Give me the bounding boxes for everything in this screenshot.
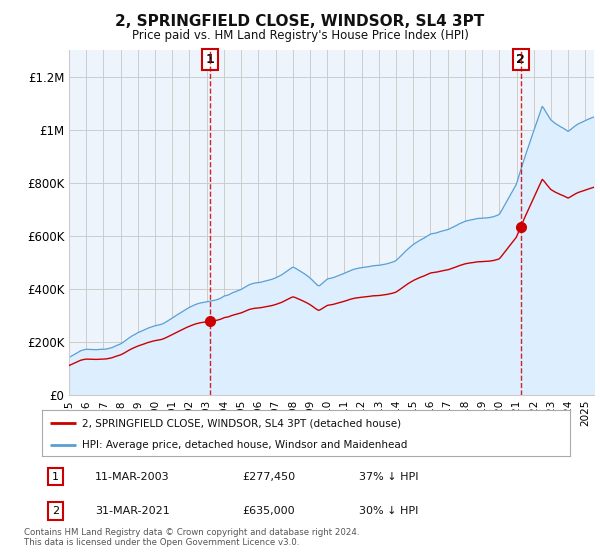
Text: 11-MAR-2003: 11-MAR-2003 — [95, 472, 169, 482]
Text: 2, SPRINGFIELD CLOSE, WINDSOR, SL4 3PT (detached house): 2, SPRINGFIELD CLOSE, WINDSOR, SL4 3PT (… — [82, 418, 401, 428]
Text: 2: 2 — [52, 506, 59, 516]
Text: HPI: Average price, detached house, Windsor and Maidenhead: HPI: Average price, detached house, Wind… — [82, 440, 407, 450]
Text: 37% ↓ HPI: 37% ↓ HPI — [359, 472, 418, 482]
Text: Price paid vs. HM Land Registry's House Price Index (HPI): Price paid vs. HM Land Registry's House … — [131, 29, 469, 42]
Text: 30% ↓ HPI: 30% ↓ HPI — [359, 506, 418, 516]
Text: 2, SPRINGFIELD CLOSE, WINDSOR, SL4 3PT: 2, SPRINGFIELD CLOSE, WINDSOR, SL4 3PT — [115, 14, 485, 29]
Text: 1: 1 — [52, 472, 59, 482]
Text: 31-MAR-2021: 31-MAR-2021 — [95, 506, 170, 516]
Text: 1: 1 — [206, 53, 215, 66]
Text: £277,450: £277,450 — [242, 472, 296, 482]
Text: 2: 2 — [517, 53, 525, 66]
Text: £635,000: £635,000 — [242, 506, 295, 516]
Text: Contains HM Land Registry data © Crown copyright and database right 2024.
This d: Contains HM Land Registry data © Crown c… — [24, 528, 359, 547]
